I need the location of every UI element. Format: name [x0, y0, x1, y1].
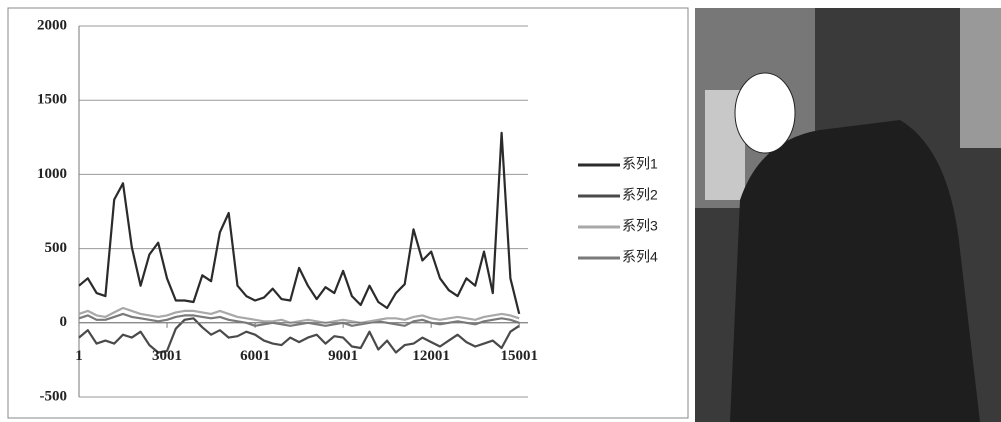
- y-tick-label: 500: [45, 240, 68, 256]
- y-tick-label: 0: [60, 314, 68, 330]
- photo-face-mask: [735, 73, 795, 153]
- x-tick-label: 3001: [152, 348, 182, 364]
- chart: -500 0 500 1000 1500 2000 1 3001 6001 9001 12001 15…: [0, 0, 1001, 422]
- y-tick-label: -500: [40, 388, 68, 404]
- photo: [695, 8, 1001, 422]
- x-tick-label: 15001: [500, 348, 538, 364]
- legend-label: 系列2: [622, 187, 658, 203]
- x-tick-label: 9001: [328, 348, 358, 364]
- x-tick-label: 1: [75, 348, 83, 364]
- y-tick-label: 2000: [37, 17, 67, 33]
- legend-label: 系列4: [622, 249, 658, 265]
- legend-label: 系列1: [622, 156, 658, 172]
- legend-label: 系列3: [622, 218, 658, 234]
- y-tick-label: 1000: [37, 166, 67, 182]
- photo-window: [960, 8, 1001, 148]
- y-tick-label: 1500: [37, 92, 67, 108]
- page: -500 0 500 1000 1500 2000 1 3001 6001 9001 12001 15…: [0, 0, 1001, 422]
- x-tick-label: 12001: [412, 348, 450, 364]
- x-tick-label: 6001: [240, 348, 270, 364]
